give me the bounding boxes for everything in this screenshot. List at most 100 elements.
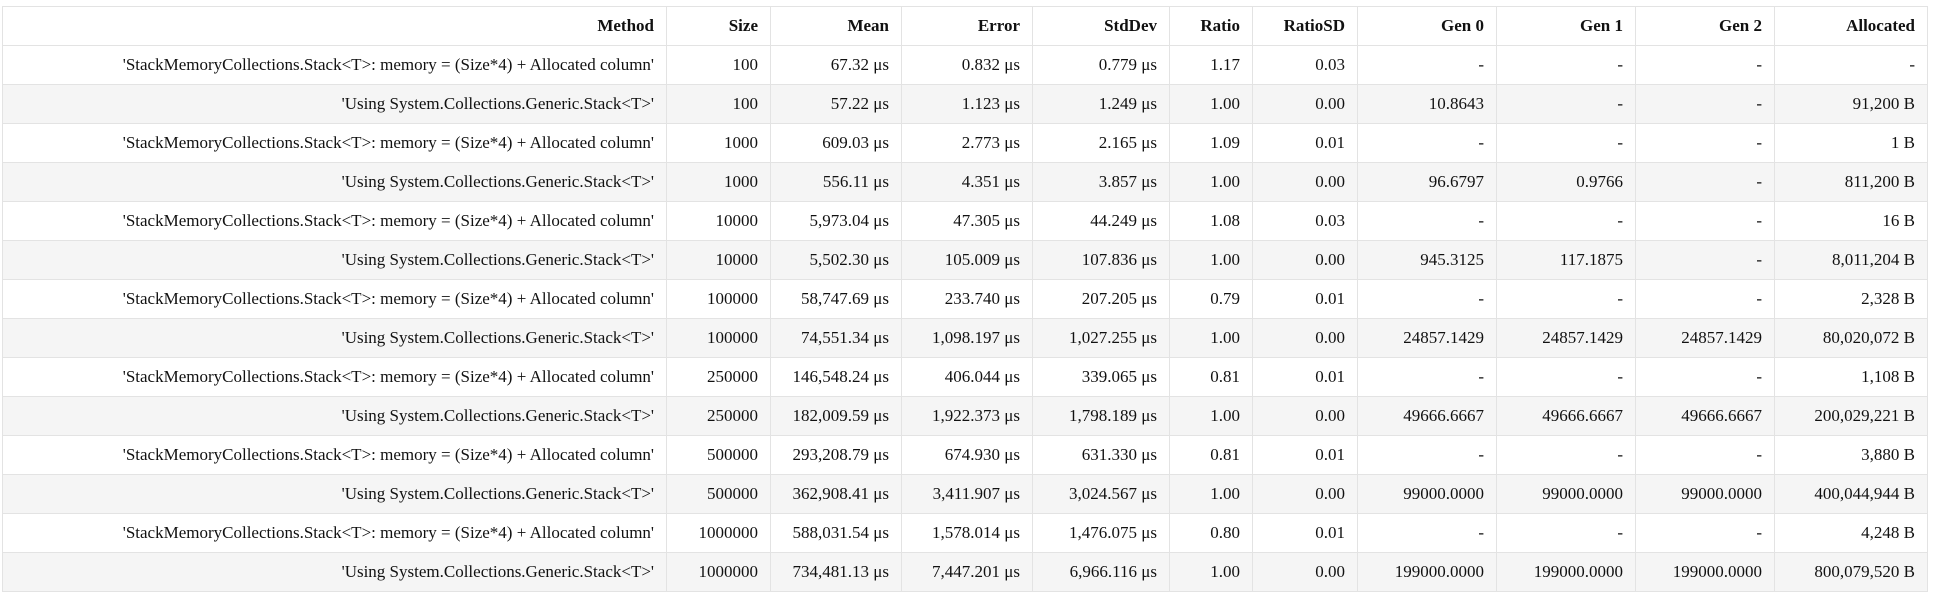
cell-size: 10000 [666, 201, 771, 241]
cell-ratiosd: 0.00 [1252, 84, 1358, 124]
cell-gen2: 199000.0000 [1635, 552, 1775, 592]
cell-gen2: - [1635, 162, 1775, 202]
cell-method: 'StackMemoryCollections.Stack<T>: memory… [2, 45, 667, 85]
cell-ratiosd: 0.01 [1252, 123, 1358, 163]
cell-gen1: - [1496, 435, 1636, 475]
cell-gen1: - [1496, 201, 1636, 241]
cell-gen2: - [1635, 123, 1775, 163]
cell-method: 'Using System.Collections.Generic.Stack<… [2, 318, 667, 358]
cell-mean: 588,031.54 μs [770, 513, 902, 553]
cell-size: 100000 [666, 318, 771, 358]
cell-gen1: - [1496, 279, 1636, 319]
cell-gen2: - [1635, 357, 1775, 397]
cell-ratio: 1.00 [1169, 318, 1253, 358]
cell-gen0: - [1357, 513, 1497, 553]
cell-stddev: 2.165 μs [1032, 123, 1170, 163]
cell-ratio: 1.00 [1169, 240, 1253, 280]
cell-ratio: 1.09 [1169, 123, 1253, 163]
cell-ratiosd: 0.00 [1252, 318, 1358, 358]
cell-method: 'StackMemoryCollections.Stack<T>: memory… [2, 357, 667, 397]
cell-size: 100 [666, 45, 771, 85]
cell-ratio: 1.00 [1169, 84, 1253, 124]
cell-allocated: 811,200 B [1774, 162, 1928, 202]
cell-gen0: 10.8643 [1357, 84, 1497, 124]
cell-mean: 362,908.41 μs [770, 474, 902, 514]
cell-gen0: - [1357, 201, 1497, 241]
cell-gen0: 49666.6667 [1357, 396, 1497, 436]
cell-method: 'Using System.Collections.Generic.Stack<… [2, 474, 667, 514]
cell-allocated: 3,880 B [1774, 435, 1928, 475]
cell-mean: 182,009.59 μs [770, 396, 902, 436]
cell-gen0: - [1357, 435, 1497, 475]
cell-allocated: 8,011,204 B [1774, 240, 1928, 280]
table-row: 'Using System.Collections.Generic.Stack<… [2, 396, 1928, 436]
cell-error: 2.773 μs [901, 123, 1033, 163]
cell-gen2: 49666.6667 [1635, 396, 1775, 436]
cell-method: 'StackMemoryCollections.Stack<T>: memory… [2, 513, 667, 553]
cell-mean: 58,747.69 μs [770, 279, 902, 319]
cell-stddev: 6,966.116 μs [1032, 552, 1170, 592]
header-row: Method Size Mean Error StdDev Ratio Rati… [2, 6, 1928, 46]
cell-allocated: 400,044,944 B [1774, 474, 1928, 514]
cell-stddev: 1,027.255 μs [1032, 318, 1170, 358]
table-row: 'StackMemoryCollections.Stack<T>: memory… [2, 45, 1928, 85]
cell-gen0: - [1357, 279, 1497, 319]
column-header-mean: Mean [770, 6, 902, 46]
cell-gen1: 99000.0000 [1496, 474, 1636, 514]
cell-gen2: 24857.1429 [1635, 318, 1775, 358]
cell-ratiosd: 0.00 [1252, 396, 1358, 436]
column-header-gen0: Gen 0 [1357, 6, 1497, 46]
cell-mean: 74,551.34 μs [770, 318, 902, 358]
cell-error: 4.351 μs [901, 162, 1033, 202]
cell-gen2: - [1635, 84, 1775, 124]
cell-method: 'Using System.Collections.Generic.Stack<… [2, 84, 667, 124]
benchmark-table-container: Method Size Mean Error StdDev Ratio Rati… [2, 6, 1928, 592]
cell-ratio: 1.17 [1169, 45, 1253, 85]
cell-stddev: 0.779 μs [1032, 45, 1170, 85]
cell-ratio: 1.08 [1169, 201, 1253, 241]
cell-gen1: 24857.1429 [1496, 318, 1636, 358]
cell-error: 0.832 μs [901, 45, 1033, 85]
cell-method: 'Using System.Collections.Generic.Stack<… [2, 240, 667, 280]
cell-method: 'StackMemoryCollections.Stack<T>: memory… [2, 279, 667, 319]
column-header-ratio: Ratio [1169, 6, 1253, 46]
cell-size: 500000 [666, 435, 771, 475]
cell-error: 105.009 μs [901, 240, 1033, 280]
cell-error: 47.305 μs [901, 201, 1033, 241]
cell-ratiosd: 0.01 [1252, 435, 1358, 475]
cell-gen1: 199000.0000 [1496, 552, 1636, 592]
column-header-gen2: Gen 2 [1635, 6, 1775, 46]
cell-stddev: 1.249 μs [1032, 84, 1170, 124]
cell-stddev: 207.205 μs [1032, 279, 1170, 319]
cell-method: 'Using System.Collections.Generic.Stack<… [2, 162, 667, 202]
cell-ratiosd: 0.03 [1252, 201, 1358, 241]
cell-allocated: 91,200 B [1774, 84, 1928, 124]
cell-gen2: 99000.0000 [1635, 474, 1775, 514]
cell-method: 'StackMemoryCollections.Stack<T>: memory… [2, 435, 667, 475]
cell-stddev: 631.330 μs [1032, 435, 1170, 475]
cell-ratiosd: 0.01 [1252, 513, 1358, 553]
cell-error: 406.044 μs [901, 357, 1033, 397]
cell-gen0: 945.3125 [1357, 240, 1497, 280]
cell-gen2: - [1635, 279, 1775, 319]
cell-mean: 293,208.79 μs [770, 435, 902, 475]
cell-ratiosd: 0.00 [1252, 552, 1358, 592]
table-row: 'Using System.Collections.Generic.Stack<… [2, 474, 1928, 514]
cell-ratiosd: 0.00 [1252, 474, 1358, 514]
cell-allocated: - [1774, 45, 1928, 85]
cell-gen2: - [1635, 45, 1775, 85]
cell-ratio: 1.00 [1169, 552, 1253, 592]
cell-size: 10000 [666, 240, 771, 280]
cell-error: 3,411.907 μs [901, 474, 1033, 514]
cell-method: 'Using System.Collections.Generic.Stack<… [2, 552, 667, 592]
cell-stddev: 44.249 μs [1032, 201, 1170, 241]
cell-size: 1000 [666, 162, 771, 202]
column-header-error: Error [901, 6, 1033, 46]
cell-method: 'StackMemoryCollections.Stack<T>: memory… [2, 123, 667, 163]
cell-error: 674.930 μs [901, 435, 1033, 475]
table-row: 'Using System.Collections.Generic.Stack<… [2, 318, 1928, 358]
table-row: 'StackMemoryCollections.Stack<T>: memory… [2, 201, 1928, 241]
cell-gen0: - [1357, 45, 1497, 85]
cell-size: 1000 [666, 123, 771, 163]
cell-gen2: - [1635, 201, 1775, 241]
